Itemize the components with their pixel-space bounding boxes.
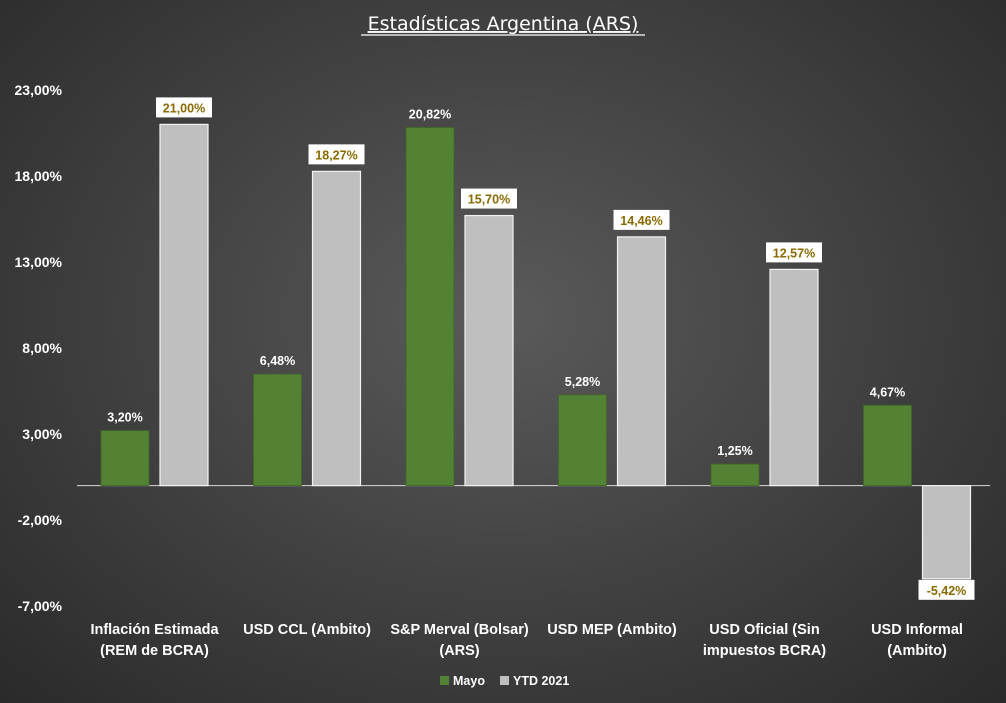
category-label: USD Informal [871, 622, 963, 638]
category-label: Inflación Estimada [90, 622, 219, 638]
data-label-box-ytd [613, 209, 670, 230]
legend-label-ytd-2021: YTD 2021 [513, 674, 569, 688]
y-tick-label: -2,00% [18, 512, 63, 528]
bar-mayo [710, 463, 760, 487]
data-label-mayo: 5,28% [565, 375, 600, 389]
y-tick-label: 13,00% [15, 254, 63, 270]
bar-mayo [863, 404, 912, 486]
bar-mayo [405, 127, 455, 487]
y-tick-label: 18,00% [15, 168, 63, 184]
bar-ytd-2021 [616, 236, 667, 487]
y-tick-label: 23,00% [15, 82, 63, 98]
bar-ytd-2021 [159, 123, 209, 487]
chart-title: Estadísticas Argentina (ARS) [368, 13, 639, 35]
bar-mayo [253, 373, 302, 487]
y-tick-label: 8,00% [22, 340, 62, 356]
bars [100, 123, 972, 580]
legend-swatch-mayo [440, 676, 449, 685]
bar-mayo [100, 430, 150, 486]
bar-ytd-2021 [921, 485, 972, 580]
data-label-mayo: 3,20% [107, 411, 142, 425]
category-label: S&P Merval (Bolsar) [390, 622, 529, 638]
category-label: (Ambito) [887, 643, 947, 659]
data-labels: 3,20% 21,00% 6,48% 18,27% 20,82% 15,70% 5,28% 1… [107, 97, 975, 600]
category-label: USD CCL (Ambito) [243, 622, 371, 638]
category-label: USD Oficial (Sin [709, 622, 819, 638]
data-label-ytd: -5,42% [927, 584, 967, 598]
data-label-mayo: 20,82% [409, 107, 451, 121]
bar-ytd-2021 [769, 268, 819, 487]
data-label-ytd: 12,57% [773, 246, 815, 260]
bar-ytd-2021 [464, 214, 514, 487]
data-label-box-ytd [461, 188, 517, 209]
data-label-ytd: 14,46% [620, 214, 662, 228]
y-tick-label: 3,00% [22, 426, 62, 442]
legend: Mayo YTD 2021 [440, 674, 569, 688]
category-label: USD MEP (Ambito) [547, 622, 677, 638]
data-label-ytd: 15,70% [468, 193, 510, 207]
legend-swatch-ytd-2021 [500, 676, 509, 685]
legend-label-mayo: Mayo [453, 674, 485, 688]
data-label-box-ytd [918, 579, 975, 600]
data-label-box-ytd [308, 144, 365, 165]
data-label-box-ytd [766, 242, 822, 263]
category-labels: Inflación Estimada (REM de BCRA) USD CCL (… [90, 622, 962, 659]
data-label-mayo: 4,67% [870, 385, 905, 399]
y-axis: 23,00% 18,00% 13,00% 8,00% 3,00% -2,00% -7,00% [15, 82, 63, 614]
category-label: impuestos BCRA) [703, 643, 826, 659]
data-label-mayo: 6,48% [260, 354, 295, 368]
data-label-box-ytd [156, 97, 212, 118]
bar-mayo [558, 394, 607, 486]
category-label: (ARS) [439, 643, 479, 659]
bar-ytd-2021 [311, 170, 362, 487]
data-label-mayo: 1,25% [717, 444, 752, 458]
data-label-ytd: 18,27% [315, 148, 357, 162]
category-label: (REM de BCRA) [100, 643, 209, 659]
data-label-ytd: 21,00% [163, 101, 205, 115]
y-tick-label: -7,00% [18, 598, 63, 614]
